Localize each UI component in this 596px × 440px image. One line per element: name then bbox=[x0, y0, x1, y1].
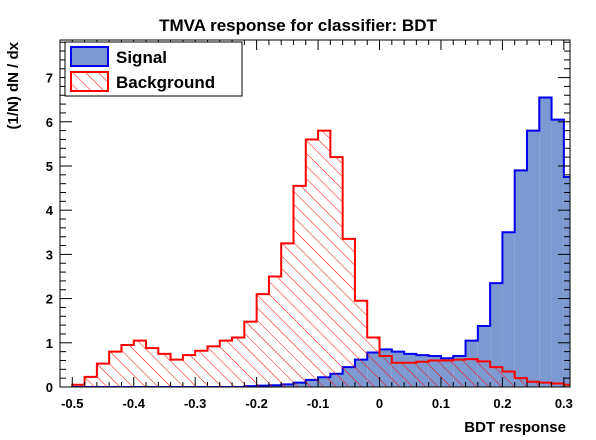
x-tick-label: 0 bbox=[376, 396, 383, 411]
signal-outline bbox=[72, 96, 570, 387]
background-bin bbox=[576, 385, 588, 387]
background-bin bbox=[379, 356, 392, 387]
background-bin bbox=[268, 276, 282, 387]
background-bin bbox=[219, 340, 233, 387]
background-bin bbox=[146, 348, 159, 387]
background-bin bbox=[539, 382, 552, 387]
background-bin bbox=[404, 362, 417, 387]
background-bin bbox=[428, 360, 441, 387]
signal-bin bbox=[576, 243, 588, 387]
background-bin bbox=[465, 359, 478, 387]
signal-bin bbox=[514, 170, 527, 387]
y-tick-label: 0 bbox=[46, 380, 53, 395]
chart-title: TMVA response for classifier: BDT bbox=[159, 16, 437, 35]
background-bin bbox=[477, 361, 491, 387]
background-bin bbox=[416, 361, 429, 387]
x-tick-label: 0.3 bbox=[555, 396, 573, 411]
y-tick-label: 6 bbox=[46, 115, 53, 130]
legend-swatch-background bbox=[70, 71, 109, 92]
background-bin bbox=[305, 139, 319, 387]
plot-area bbox=[71, 96, 596, 387]
plot-frame bbox=[59, 39, 571, 388]
background-bin bbox=[563, 384, 570, 387]
y-tick-label: 3 bbox=[46, 247, 53, 262]
background-bin bbox=[170, 359, 183, 387]
signal-bin bbox=[563, 177, 570, 387]
background-bin bbox=[318, 130, 331, 387]
legend-label-background: Background bbox=[116, 73, 215, 92]
x-tick-label: -0.4 bbox=[123, 396, 146, 411]
x-axis-label: BDT response bbox=[464, 419, 566, 436]
background-bin bbox=[281, 243, 294, 387]
background-bin bbox=[244, 321, 257, 387]
background-bin bbox=[588, 386, 596, 387]
x-tick-label: 0.1 bbox=[432, 396, 450, 411]
x-tick-label: -0.2 bbox=[245, 396, 267, 411]
background-bin bbox=[182, 355, 196, 387]
background-bin bbox=[96, 363, 110, 387]
background-bin bbox=[293, 185, 306, 387]
x-tick-label: 0.2 bbox=[493, 396, 511, 411]
background-bin bbox=[207, 346, 220, 387]
signal-bin bbox=[490, 283, 503, 387]
background-bin bbox=[391, 362, 405, 387]
legend-swatch-signal bbox=[70, 46, 109, 67]
background-bin bbox=[232, 337, 245, 387]
y-tick-label: 7 bbox=[46, 71, 53, 86]
background-bin bbox=[453, 359, 466, 387]
background-bin bbox=[330, 157, 343, 387]
background-bin bbox=[195, 350, 208, 387]
signal-bin bbox=[502, 232, 515, 387]
background-bin bbox=[158, 353, 171, 387]
x-tick-label: -0.1 bbox=[307, 396, 329, 411]
x-tick-label: -0.5 bbox=[61, 396, 83, 411]
background-bin bbox=[133, 340, 147, 387]
background-bin bbox=[354, 300, 368, 387]
background-histogram bbox=[71, 129, 596, 387]
background-bin bbox=[502, 371, 515, 387]
background-bin bbox=[514, 378, 527, 387]
x-tick-label: -0.3 bbox=[184, 396, 206, 411]
background-bin bbox=[490, 367, 503, 387]
background-bin bbox=[109, 351, 122, 387]
signal-bin bbox=[551, 119, 564, 387]
background-bin bbox=[256, 294, 269, 387]
y-tick-label: 2 bbox=[46, 292, 53, 307]
legend-label-signal: Signal bbox=[116, 48, 167, 67]
background-bin bbox=[84, 376, 97, 387]
axes: -0.5 -0.4 -0.3 -0.2 -0.1 0 0.1 0.2 0.3 0 1 2 3 4 5 6 7 bbox=[46, 39, 573, 411]
y-tick-label: 4 bbox=[46, 203, 54, 218]
background-bin bbox=[342, 238, 355, 387]
y-axis-label: (1/N) dN / dx bbox=[5, 41, 22, 129]
signal-bin bbox=[526, 130, 540, 387]
background-bin bbox=[121, 345, 134, 387]
background-bin bbox=[440, 360, 454, 387]
background-bin bbox=[72, 384, 85, 387]
signal-bin bbox=[539, 97, 552, 387]
legend: Signal Background bbox=[64, 41, 243, 97]
background-bin bbox=[551, 383, 564, 387]
signal-bin bbox=[588, 290, 596, 387]
background-bin bbox=[367, 337, 380, 387]
y-tick-label: 1 bbox=[46, 336, 53, 351]
background-bin bbox=[526, 381, 540, 387]
y-tick-label: 5 bbox=[46, 159, 53, 174]
